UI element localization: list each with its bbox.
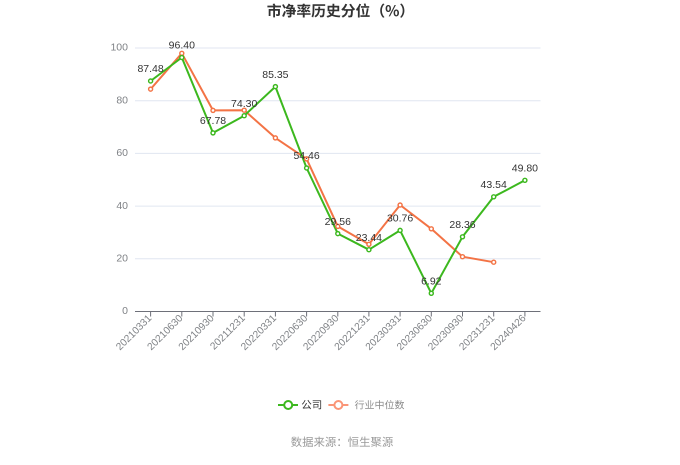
svg-text:85.35: 85.35 [262,69,288,81]
svg-text:43.54: 43.54 [481,179,507,191]
svg-text:30.76: 30.76 [387,213,413,225]
svg-text:74.30: 74.30 [231,98,257,110]
svg-text:40: 40 [116,200,128,212]
svg-text:80: 80 [116,94,128,106]
svg-text:67.78: 67.78 [200,115,226,127]
svg-text:0: 0 [122,305,128,317]
svg-text:29.56: 29.56 [325,216,351,228]
svg-text:54.46: 54.46 [293,150,319,162]
svg-text:28.36: 28.36 [449,219,475,231]
svg-text:6.92: 6.92 [421,276,442,288]
svg-text:20: 20 [116,253,128,265]
svg-text:100: 100 [110,42,128,54]
svg-text:23.44: 23.44 [356,232,382,244]
svg-text:87.48: 87.48 [137,63,163,75]
svg-text:49.80: 49.80 [512,163,538,175]
svg-text:60: 60 [116,147,128,159]
svg-text:96.40: 96.40 [169,40,195,52]
